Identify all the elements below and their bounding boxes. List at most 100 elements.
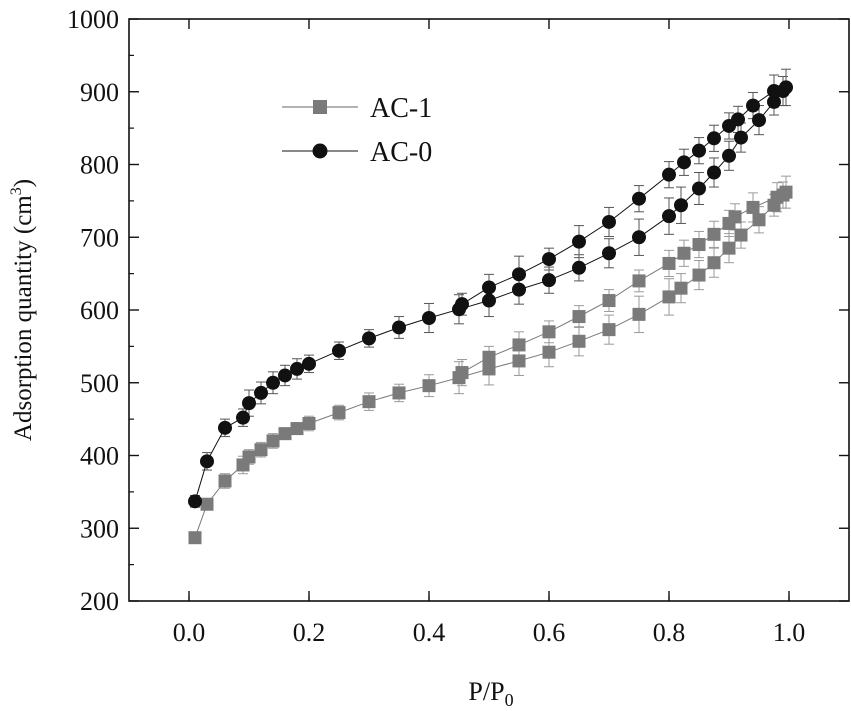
data-point-ac1-adsorption [707,256,721,270]
data-point-ac0-adsorption [236,410,250,425]
y-tick-label: 600 [80,296,119,325]
data-point-ac1-desorption [512,338,526,352]
data-point-ac0-desorption [722,118,736,133]
y-tick-label: 300 [80,514,119,543]
data-point-ac1-adsorption [266,434,280,448]
data-point-ac0-adsorption [242,396,256,411]
data-point-ac0-adsorption [674,198,688,213]
data-point-ac1-desorption [770,190,784,204]
x-tick-label: 1.0 [773,618,806,647]
data-point-ac0-desorption [632,191,646,206]
data-point-ac1-adsorption [572,334,586,348]
data-point-ac0-adsorption [632,230,646,245]
data-point-ac1-adsorption [752,213,766,227]
data-point-ac0-adsorption [752,113,766,128]
data-point-ac0-adsorption [722,148,736,163]
data-point-ac0-adsorption [512,282,526,297]
data-point-layer [188,80,793,545]
data-point-ac0-desorption [662,167,676,182]
y-tick-label: 200 [80,587,119,616]
y-axis-label-close: ) [10,179,37,187]
data-point-ac0-adsorption [200,454,214,469]
data-point-ac1-adsorption [734,228,748,242]
data-point-ac1-adsorption [278,427,292,441]
legend-marker-ac1 [313,100,327,114]
data-point-ac1-adsorption [242,450,256,464]
data-point-ac1-adsorption [302,416,316,430]
data-point-ac1-adsorption [332,406,346,420]
y-axis-label-main: Adsorption quantity (cm [10,195,37,441]
data-point-ac1-adsorption [662,290,676,304]
data-point-ac0-desorption [572,234,586,249]
data-point-ac1-desorption [572,310,586,324]
data-point-ac0-adsorption [332,343,346,358]
x-axis-label-subscript: 0 [505,690,514,710]
y-tick-label: 900 [80,78,119,107]
data-point-ac1-adsorption [482,362,496,376]
data-point-ac0-adsorption [482,293,496,308]
data-point-ac0-adsorption [662,209,676,224]
y-tick-label: 800 [80,151,119,180]
data-point-ac0-adsorption [290,361,304,376]
data-point-ac0-adsorption [692,181,706,196]
x-tick-label: 0.6 [533,618,566,647]
data-point-ac0-desorption [512,267,526,282]
data-point-ac1-adsorption [692,268,706,282]
data-point-ac0-desorption [767,84,781,99]
y-tick-label: 400 [80,442,119,471]
data-point-ac0-adsorption [767,94,781,109]
data-point-ac0-adsorption [254,385,268,400]
data-point-ac1-desorption [482,350,496,364]
data-point-ac0-desorption [602,214,616,229]
data-point-ac0-adsorption [734,130,748,145]
data-point-ac1-desorption [677,246,691,260]
data-point-ac0-desorption [542,252,556,267]
data-point-ac0-desorption [677,155,691,170]
data-point-ac1-adsorption [362,395,376,409]
data-point-ac1-desorption [632,274,646,288]
x-axis-label-main: P/P [468,677,504,706]
legend-label-ac1: AC-1 [370,93,432,124]
data-point-ac1-desorption [692,238,706,252]
data-point-ac1-desorption [707,227,721,241]
data-point-ac0-adsorption [266,375,280,390]
data-point-ac0-adsorption [188,494,202,509]
data-point-ac0-adsorption [362,331,376,346]
data-point-ac1-adsorption [632,307,646,321]
data-point-ac0-adsorption [602,246,616,261]
x-tick-label: 0.0 [173,618,206,647]
data-point-ac0-adsorption [218,420,232,435]
data-point-ac1-adsorption [512,354,526,368]
data-point-ac0-adsorption [278,368,292,383]
y-tick-label: 500 [80,369,119,398]
data-point-ac1-adsorption [722,241,736,255]
legend-marker-ac0 [312,143,328,159]
x-tick-label: 0.4 [413,618,446,647]
data-point-ac1-adsorption [542,345,556,359]
data-point-ac1-adsorption [188,531,202,545]
x-tick-label: 0.2 [293,618,326,647]
series-line-ac0-desorption [461,86,787,305]
data-point-ac0-adsorption [707,165,721,180]
data-point-ac1-desorption [662,256,676,270]
data-point-ac0-adsorption [572,260,586,275]
data-point-ac1-desorption [455,366,469,380]
data-point-ac1-desorption [722,216,736,230]
data-point-ac1-desorption [542,325,556,339]
series-line-ac1-desorption [461,191,787,374]
data-point-ac0-adsorption [542,273,556,288]
legend: AC-1 AC-0 [282,93,432,168]
data-point-ac0-adsorption [392,320,406,335]
y-tick-label: 700 [80,223,119,252]
data-point-ac0-desorption [455,297,469,312]
data-point-ac1-desorption [602,294,616,308]
y-axis-label: Adsorption quantity (cm3) [8,179,37,441]
data-point-ac0-desorption [707,131,721,146]
data-point-ac0-adsorption [422,311,436,326]
axis-tick-layer: 0.0 0.2 0.4 0.6 0.8 1.0 200 300 400 500 600 700 800 9… [67,5,849,647]
y-axis-label-superscript: 3 [8,187,25,195]
legend-label-ac0: AC-0 [370,137,432,168]
data-point-ac0-desorption [779,80,793,95]
x-tick-label: 0.8 [653,618,686,647]
